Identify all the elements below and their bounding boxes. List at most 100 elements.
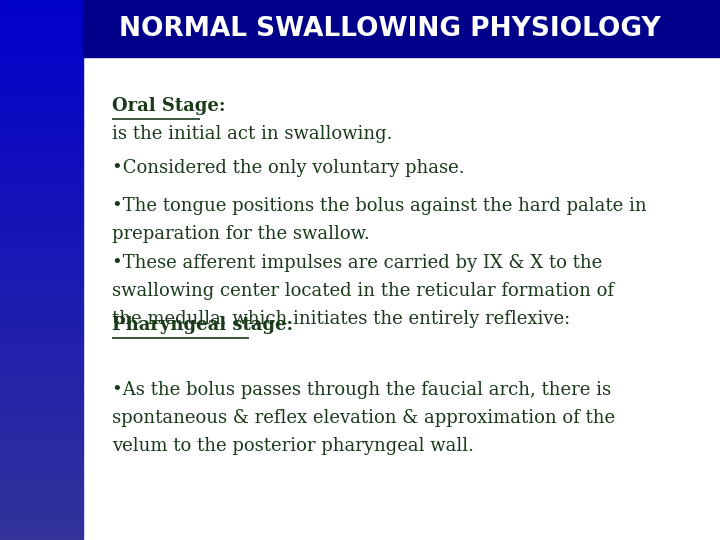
Bar [0, 32, 83, 35]
Bar [0, 38, 83, 40]
Bar [0, 208, 83, 211]
Bar [0, 329, 83, 332]
Bar [0, 348, 83, 351]
Bar [0, 351, 83, 354]
Bar [0, 459, 83, 462]
Bar [0, 467, 83, 470]
Bar [0, 254, 83, 256]
Bar [0, 251, 83, 254]
Bar [83, 0, 720, 57]
Bar [0, 135, 83, 138]
Bar [0, 464, 83, 467]
Bar [0, 113, 83, 116]
Bar [0, 35, 83, 38]
Text: •The tongue positions the bolus against the hard palate in: •The tongue positions the bolus against … [112, 197, 647, 215]
Bar [0, 235, 83, 238]
Bar [0, 381, 83, 383]
Bar [0, 364, 83, 367]
Bar [0, 40, 83, 43]
Bar [0, 54, 83, 57]
Bar [0, 81, 83, 84]
Bar [0, 429, 83, 432]
Bar [0, 448, 83, 451]
Bar [0, 27, 83, 30]
Bar [0, 167, 83, 170]
Bar [0, 78, 83, 81]
Bar [0, 0, 83, 3]
Bar [0, 386, 83, 389]
Bar [0, 526, 83, 529]
Bar [0, 300, 83, 302]
Bar [0, 14, 83, 16]
Bar [0, 335, 83, 338]
Text: the medulla, which initiates the entirely reflexive:: the medulla, which initiates the entirel… [112, 310, 570, 328]
Bar [0, 524, 83, 526]
Bar [0, 105, 83, 108]
Bar [0, 11, 83, 14]
Bar [0, 43, 83, 46]
Bar [0, 508, 83, 510]
Bar [0, 532, 83, 535]
Bar [0, 162, 83, 165]
Bar [0, 483, 83, 486]
Bar [0, 8, 83, 11]
Bar [0, 472, 83, 475]
Bar [0, 108, 83, 111]
Bar [0, 148, 83, 151]
Bar [0, 462, 83, 464]
Bar [0, 154, 83, 157]
Bar [0, 267, 83, 270]
Text: NORMAL SWALLOWING PHYSIOLOGY: NORMAL SWALLOWING PHYSIOLOGY [119, 16, 660, 42]
Bar [0, 332, 83, 335]
Bar [0, 327, 83, 329]
Bar [0, 362, 83, 364]
Bar [0, 94, 83, 97]
Bar [0, 397, 83, 400]
Bar [0, 481, 83, 483]
Bar [0, 130, 83, 132]
Bar [0, 502, 83, 505]
Bar [0, 151, 83, 154]
Bar [0, 497, 83, 500]
Bar [0, 89, 83, 92]
Bar [0, 375, 83, 378]
Bar [0, 410, 83, 413]
Bar [0, 427, 83, 429]
Bar [0, 92, 83, 94]
Bar [0, 402, 83, 405]
Bar [0, 59, 83, 62]
Bar [0, 408, 83, 410]
Text: spontaneous & reflex elevation & approximation of the: spontaneous & reflex elevation & approxi… [112, 409, 615, 427]
Bar [0, 140, 83, 143]
Bar [0, 421, 83, 424]
Text: Pharyngeal stage:: Pharyngeal stage: [112, 316, 293, 334]
Bar [0, 202, 83, 205]
Bar [0, 373, 83, 375]
Bar [0, 416, 83, 418]
Bar [0, 259, 83, 262]
Bar [0, 435, 83, 437]
Bar [0, 284, 83, 286]
Bar [0, 310, 83, 313]
Bar [0, 100, 83, 103]
Bar [0, 354, 83, 356]
Bar [0, 46, 83, 49]
Bar [0, 205, 83, 208]
Bar [0, 518, 83, 521]
Bar [0, 240, 83, 243]
Bar [0, 486, 83, 489]
Bar [0, 270, 83, 273]
Bar [0, 478, 83, 481]
Bar [0, 513, 83, 516]
Bar [0, 84, 83, 86]
Bar [0, 122, 83, 124]
Bar [0, 324, 83, 327]
Bar [0, 305, 83, 308]
Bar [0, 521, 83, 524]
Bar [0, 529, 83, 532]
Bar [0, 446, 83, 448]
Bar [0, 170, 83, 173]
Bar [0, 424, 83, 427]
Bar [0, 243, 83, 246]
Bar [0, 367, 83, 370]
